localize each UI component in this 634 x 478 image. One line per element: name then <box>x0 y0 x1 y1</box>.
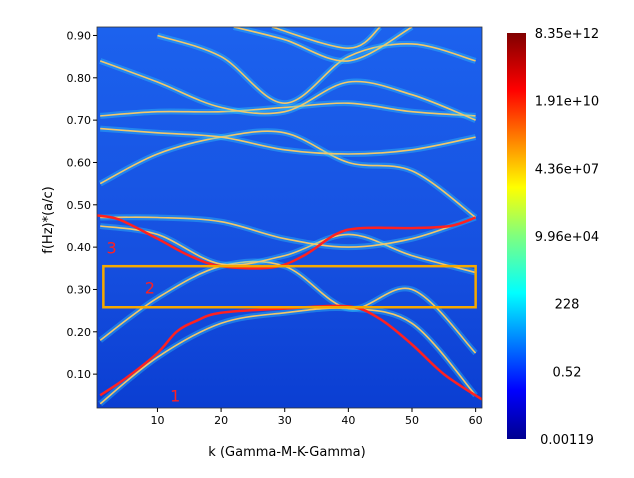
annotation-label-3: 3 <box>107 238 117 257</box>
band-10 <box>233 27 413 62</box>
y-tick-label-0.20: 0.20 <box>67 326 92 339</box>
y-tick-label-0.10: 0.10 <box>67 368 92 381</box>
band-7 <box>100 102 476 117</box>
plot-area <box>97 27 482 408</box>
band-6 <box>100 127 476 155</box>
band-1 <box>99 307 477 405</box>
annotation-curve-1 <box>99 304 482 401</box>
band-4 <box>100 216 476 248</box>
colorbar-tick-label-6: 0.00119 <box>540 433 594 448</box>
y-axis-label: f(Hz)*(a/c) <box>41 186 56 253</box>
x-tick-label-20: 20 <box>214 414 228 427</box>
y-tick-label-0.50: 0.50 <box>67 199 92 212</box>
y-tick-label-0.80: 0.80 <box>67 72 92 85</box>
x-tick-label-30: 30 <box>278 414 292 427</box>
annotation-curve-3 <box>97 214 477 270</box>
plot-frame <box>96 26 483 409</box>
colorbar-tick-label-2: 4.36e+07 <box>535 162 599 177</box>
annotation-label-1: 1 <box>170 387 180 406</box>
colorbar-tick-label-1: 1.91e+10 <box>535 95 599 110</box>
y-tick-label-0.40: 0.40 <box>67 241 92 254</box>
band-9 <box>157 34 476 105</box>
x-tick-label-50: 50 <box>405 414 419 427</box>
colorbar-tick-label-5: 0.52 <box>553 365 582 380</box>
colorbar-tick-label-0: 8.35e+12 <box>535 27 599 42</box>
y-tick-label-0.70: 0.70 <box>67 114 92 127</box>
band-8 <box>99 60 476 121</box>
band-3 <box>100 225 476 274</box>
x-tick-label-10: 10 <box>150 414 164 427</box>
y-tick-label-0.60: 0.60 <box>67 156 92 169</box>
y-tick-label-0.90: 0.90 <box>67 29 92 42</box>
colorbar-tick-label-3: 9.96e+04 <box>535 230 599 245</box>
x-tick-label-40: 40 <box>341 414 355 427</box>
annotation-gap-box <box>102 264 477 309</box>
annotation-label-2: 2 <box>145 279 155 298</box>
x-tick-label-60: 60 <box>469 414 483 427</box>
y-tick-label-0.30: 0.30 <box>67 283 92 296</box>
axes: 10 20 30 40 50 60 0.10 0.20 0.30 0.40 0.50 0.60 0.70… <box>67 26 483 427</box>
colorbar-tick-label-4: 228 <box>555 298 580 313</box>
band-11 <box>271 27 381 50</box>
x-axis-label: k (Gamma-M-K-Gamma) <box>208 445 365 460</box>
colorbar: 8.35e+12 1.91e+10 4.36e+07 9.96e+04 228 0.52 0… <box>507 27 599 448</box>
band-5 <box>99 130 477 219</box>
colorbar-gradient <box>507 33 526 439</box>
